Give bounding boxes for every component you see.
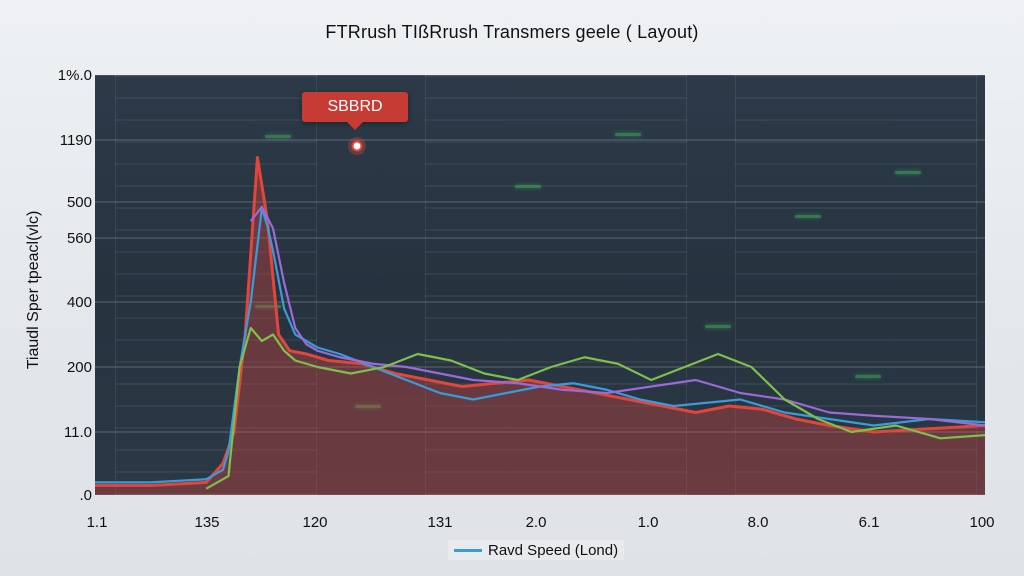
indicator-light xyxy=(705,325,731,328)
peak-marker xyxy=(351,140,363,152)
y-tick-label: 560 xyxy=(67,230,92,247)
plot-background xyxy=(95,75,985,495)
indicator-light xyxy=(355,405,381,408)
x-tick-label: 1.1 xyxy=(87,514,108,531)
y-tick-label: 200 xyxy=(67,359,92,376)
y-tick-label: 1190 xyxy=(60,132,92,149)
y-tick-label: .0 xyxy=(79,487,92,504)
x-tick-label: 2.0 xyxy=(526,514,547,531)
y-tick-label: 11.0 xyxy=(64,424,92,441)
series-line-blue xyxy=(95,206,986,484)
y-tick-label: 1%.0 xyxy=(58,67,92,84)
y-tick-label: 400 xyxy=(67,294,92,311)
x-tick-label: 1.0 xyxy=(638,514,659,531)
tick-labels: .0 11.0 200 400 560 500 1190 1%.0 1.1 135 120 131 2.… xyxy=(58,67,995,531)
x-tick-label: 6.1 xyxy=(859,514,880,531)
indicator-light xyxy=(855,375,881,378)
series-line-green xyxy=(205,326,986,490)
y-tick-label: 500 xyxy=(67,194,92,211)
x-tick-label: 135 xyxy=(194,514,219,531)
y-axis-label: Tiaudl Sper tpeacl(vlc) xyxy=(25,211,42,370)
server-rack xyxy=(735,75,977,495)
series-line-purple xyxy=(249,205,986,427)
grid xyxy=(95,74,985,496)
server-rack xyxy=(115,75,317,495)
x-tick-label: 131 xyxy=(427,514,452,531)
x-tick-label: 100 xyxy=(969,514,994,531)
indicator-light xyxy=(265,135,291,138)
x-tick-label: 8.0 xyxy=(748,514,769,531)
indicator-light xyxy=(615,133,641,136)
chart-title: FTRrush TIßRrush Transmers geele ( Layou… xyxy=(325,22,699,42)
indicator-light xyxy=(255,305,281,308)
legend-label: Ravd Speed (Lond) xyxy=(488,541,619,559)
indicator-light xyxy=(515,185,541,188)
indicator-light xyxy=(895,171,921,174)
legend: Ravd Speed (Lond) xyxy=(448,540,625,560)
series-lines xyxy=(95,155,986,490)
server-rack xyxy=(425,75,687,495)
peak-callout: SBBRD xyxy=(302,92,408,130)
legend-swatch xyxy=(454,548,482,552)
x-tick-label: 120 xyxy=(302,514,327,531)
indicator-light xyxy=(795,215,821,218)
